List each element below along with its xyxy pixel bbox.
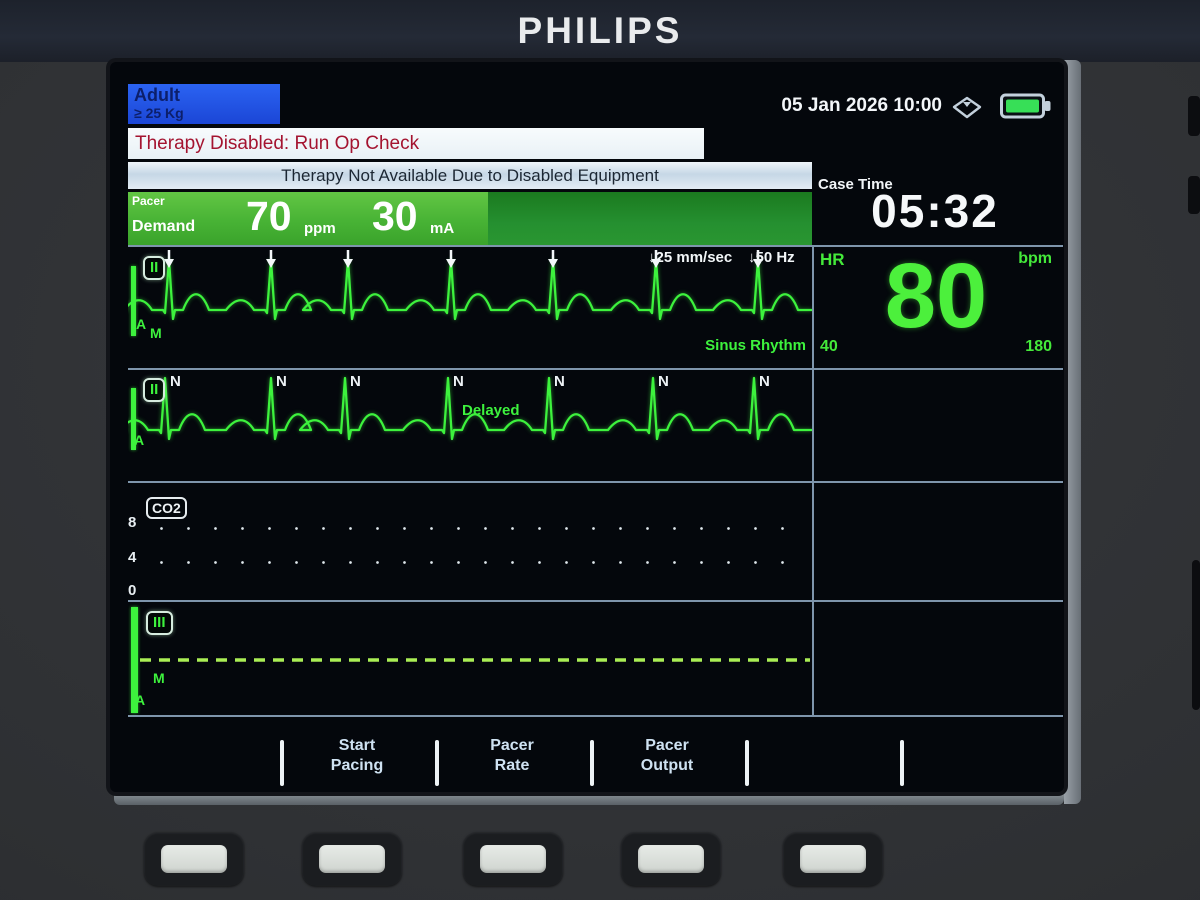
- case-time-label: Case Time: [818, 176, 893, 193]
- physical-softkey-button-2[interactable]: [302, 832, 402, 886]
- co2-scale-8: 8: [128, 514, 137, 531]
- hr-value[interactable]: 80: [884, 245, 988, 347]
- co2-gridline-dotted: [148, 527, 806, 530]
- button-cap[interactable]: [480, 845, 546, 873]
- physical-softkey-button-4[interactable]: [621, 832, 721, 886]
- delayed-annotation: Delayed: [462, 402, 520, 419]
- gain-label-m: M: [153, 670, 165, 686]
- brand-logo: PHILIPS: [517, 10, 683, 51]
- hr-high-limit: 180: [1025, 338, 1052, 355]
- physical-softkey-button-3[interactable]: [463, 832, 563, 886]
- calibration-bar: [131, 266, 136, 336]
- rhythm-label: Sinus Rhythm: [705, 337, 806, 354]
- ecg-wave-lead3-flatline: [140, 658, 810, 662]
- softkey-divider: [745, 740, 749, 786]
- battery-icon: [1000, 93, 1051, 119]
- screen-lip-bottom: [114, 792, 1064, 805]
- hr-unit-label: bpm: [1018, 250, 1052, 267]
- pacer-status-bar: Pacer Demand 70 ppm 30 mA: [128, 192, 812, 245]
- calibration-bar: [131, 388, 136, 450]
- lead-select-badge[interactable]: II: [143, 256, 166, 280]
- hr-low-limit: 40: [820, 338, 838, 355]
- alert-banner-secondary: Therapy Not Available Due to Disabled Eq…: [128, 162, 812, 189]
- side-rail: [1192, 560, 1200, 710]
- softkey-divider: [280, 740, 284, 786]
- lead-select-badge[interactable]: II: [143, 378, 166, 402]
- filter-label: ↓50 Hz: [748, 249, 795, 266]
- softkey-label-pacer-rate[interactable]: Pacer Rate: [490, 737, 534, 774]
- alert-banner-primary: Therapy Disabled: Run Op Check: [128, 128, 704, 159]
- sweep-speed-label: ↓25 mm/sec: [648, 249, 733, 266]
- battery-fill: [1006, 99, 1039, 113]
- grid-line: [128, 245, 1063, 247]
- gain-label-a: A: [134, 432, 145, 448]
- gain-label-m: M: [150, 325, 162, 341]
- beat-class-marker: N: [658, 373, 669, 390]
- calibration-bar: [131, 607, 138, 713]
- side-latch: [1188, 96, 1200, 136]
- co2-badge[interactable]: CO2: [146, 497, 187, 519]
- button-cap[interactable]: [319, 845, 385, 873]
- grid-line: [128, 481, 1063, 483]
- beat-class-marker: N: [276, 373, 287, 390]
- softkey-divider: [590, 740, 594, 786]
- wireless-icon: [952, 96, 982, 119]
- pacer-rate-unit: ppm: [304, 220, 336, 237]
- beat-class-marker: N: [759, 373, 770, 390]
- physical-softkey-button-1[interactable]: [144, 832, 244, 886]
- softkey-label-start-pacing[interactable]: Start Pacing: [330, 737, 384, 774]
- co2-gridline-dotted: [148, 561, 806, 564]
- screen-lip-right: [1064, 60, 1081, 804]
- beat-class-marker: N: [350, 373, 361, 390]
- button-cap[interactable]: [638, 845, 704, 873]
- beat-class-marker: N: [453, 373, 464, 390]
- pacer-output-unit: mA: [430, 220, 455, 237]
- side-latch: [1188, 176, 1200, 214]
- patient-type-label: Adult: [134, 85, 180, 105]
- datetime-label: 05 Jan 2026 10:00: [781, 95, 942, 116]
- beat-class-marker: N: [554, 373, 565, 390]
- pacer-label: Pacer: [132, 194, 165, 208]
- softkey-divider: [435, 740, 439, 786]
- top-bezel: [0, 0, 1200, 62]
- hr-label: HR: [820, 250, 845, 269]
- pacer-mode-label: Demand: [132, 218, 196, 235]
- co2-scale-4: 4: [128, 549, 137, 566]
- button-cap[interactable]: [161, 845, 227, 873]
- grid-line-vertical: [812, 245, 814, 715]
- ecg-wave-lead2-paced: [128, 250, 812, 321]
- grid-line: [128, 600, 1063, 602]
- pacer-rate-value: 70: [246, 193, 292, 239]
- softkey-label-pacer-output[interactable]: Pacer Output: [640, 737, 694, 774]
- patient-weight-label: ≥ 25 Kg: [134, 104, 184, 121]
- gain-label-a: A: [135, 692, 146, 708]
- pacer-progress-segment: [488, 192, 812, 245]
- case-time-value: 05:32: [871, 185, 999, 237]
- softkey-divider: [900, 740, 904, 786]
- gain-label-a: A: [136, 316, 147, 332]
- patient-type-button[interactable]: Adult ≥ 25 Kg: [128, 84, 280, 124]
- pacer-settings-segment: Pacer Demand 70 ppm 30 mA: [128, 192, 488, 245]
- physical-softkey-button-5[interactable]: [783, 832, 883, 886]
- grid-line: [128, 715, 1063, 717]
- grid-line: [128, 368, 1063, 370]
- co2-scale-0: 0: [128, 582, 137, 599]
- beat-class-marker: N: [170, 373, 181, 390]
- pacer-output-value: 30: [372, 193, 418, 239]
- lead-select-badge[interactable]: III: [146, 611, 173, 635]
- button-cap[interactable]: [800, 845, 866, 873]
